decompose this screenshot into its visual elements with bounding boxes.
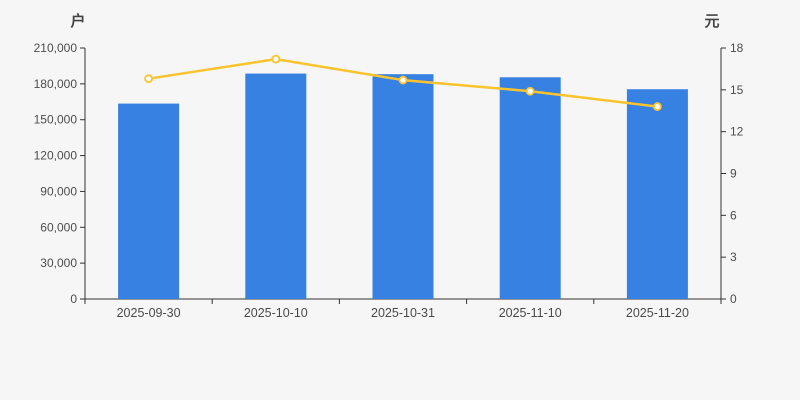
left-axis-tick-label: 0	[70, 292, 77, 306]
right-axis-tick-label: 15	[730, 83, 744, 97]
right-axis-tick-label: 12	[730, 125, 744, 139]
price-point	[144, 74, 154, 84]
left-axis-tick-label: 60,000	[40, 220, 77, 234]
bar	[245, 73, 307, 299]
x-category-label: 2025-11-20	[626, 306, 689, 320]
right-axis-unit-label: 元	[704, 13, 720, 30]
right-axis-tick-label: 3	[730, 250, 737, 264]
right-axis-tick-label: 18	[730, 41, 744, 55]
x-category-label: 2025-10-10	[244, 306, 308, 320]
x-category-label: 2025-11-10	[499, 306, 562, 320]
bar	[372, 74, 434, 299]
right-axis-tick-label: 6	[730, 208, 737, 222]
bar	[118, 103, 180, 299]
left-axis-tick-label: 180,000	[34, 77, 78, 91]
price-point	[398, 75, 408, 85]
left-axis-tick-label: 210,000	[34, 41, 78, 55]
left-axis-tick-label: 120,000	[34, 149, 78, 163]
left-axis-tick-label: 90,000	[40, 184, 77, 198]
price-point	[653, 102, 662, 111]
price-point	[525, 86, 535, 96]
bar	[626, 89, 688, 299]
price-point	[271, 54, 281, 64]
right-axis-tick-label: 9	[730, 167, 737, 181]
right-axis-tick-label: 0	[730, 292, 737, 306]
left-axis-tick-label: 30,000	[40, 256, 77, 270]
x-category-label: 2025-09-30	[117, 306, 181, 320]
bar	[499, 77, 561, 300]
left-axis-unit-label: 户	[70, 13, 86, 30]
x-category-label: 2025-10-31	[371, 306, 435, 320]
left-axis-tick-label: 150,000	[34, 113, 78, 127]
